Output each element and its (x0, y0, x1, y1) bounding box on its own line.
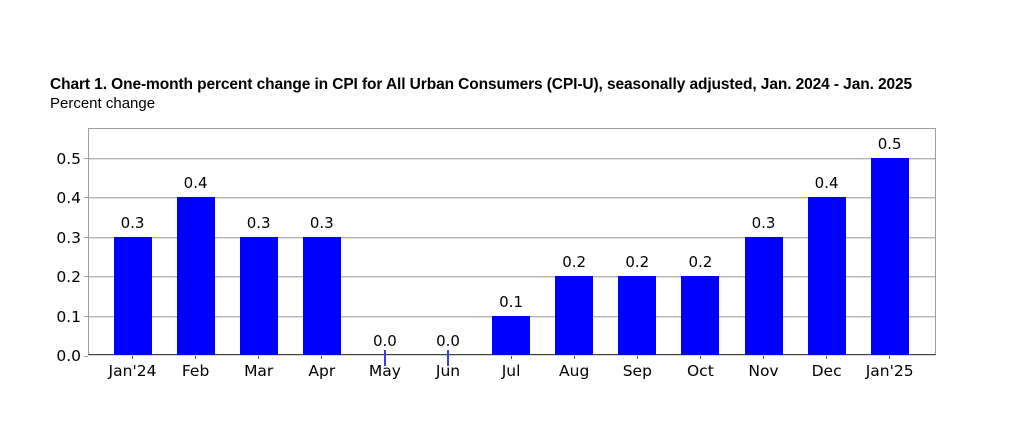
y-tick-label: 0.0 (56, 347, 81, 365)
x-tick (699, 356, 701, 359)
x-tick (510, 356, 512, 359)
x-tick-label: Jan'25 (865, 362, 914, 380)
y-tick-label: 0.3 (56, 228, 81, 247)
bar (618, 276, 657, 355)
x-tick-label: Feb (181, 362, 210, 380)
x-tick-label: Aug (559, 362, 590, 380)
x-tick (195, 356, 197, 359)
bar-value-label: 0.3 (309, 214, 334, 232)
zero-bar-marker (447, 350, 449, 366)
bar (681, 276, 720, 355)
bar (113, 237, 152, 355)
zero-bar-marker (383, 350, 386, 366)
gridline (89, 236, 935, 239)
bar-value-label: 0.1 (499, 293, 524, 311)
x-tick (258, 356, 260, 359)
bar (492, 316, 531, 355)
bar (239, 237, 278, 355)
bar-value-label: 0.2 (562, 253, 587, 271)
x-tick-label: Nov (748, 362, 779, 380)
bar (176, 197, 215, 355)
bar (807, 197, 846, 355)
bar-value-label: 0.3 (246, 214, 271, 232)
bar (870, 158, 909, 355)
x-tick-label: Oct (686, 362, 714, 380)
y-tick-label: 0.4 (56, 189, 81, 208)
x-tick-label: Apr (308, 362, 336, 380)
gridline (89, 197, 935, 200)
x-tick (763, 356, 764, 359)
bar-value-label: 0.0 (372, 332, 397, 350)
bar-value-label: 0.2 (625, 253, 650, 271)
gridline (89, 276, 935, 279)
bar-value-label: 0.2 (688, 253, 713, 271)
x-tick (636, 356, 638, 359)
x-tick (826, 356, 828, 359)
y-tick (84, 197, 88, 199)
x-tick-label: May (368, 362, 401, 380)
x-tick-label: Jan'24 (108, 362, 157, 380)
bar-value-label: 0.5 (877, 135, 902, 153)
plot-area: 0.0 0.1 0.2 0.3 0.4 0.5 0.3 Jan'24 0.4 Feb 0.3 Mar 0… (56, 128, 936, 380)
y-tick (84, 158, 88, 159)
y-tick-label: 0.5 (56, 150, 81, 168)
y-tick (84, 315, 88, 317)
x-tick-label: Jun (435, 362, 461, 380)
bar-value-label: 0.3 (120, 214, 145, 232)
gridline (89, 158, 935, 160)
x-tick (321, 356, 323, 359)
chart-title: Chart 1. One-month percent change in CPI… (50, 76, 913, 93)
bar (555, 276, 594, 355)
y-axis-unit-label: Percent change (50, 95, 156, 112)
bar-value-label: 0.3 (751, 214, 776, 232)
x-tick-label: Jul (501, 362, 521, 380)
y-tick (84, 276, 88, 278)
x-tick (573, 356, 575, 359)
bar-value-label: 0.4 (183, 174, 208, 192)
y-tick (84, 236, 88, 238)
bar (744, 237, 783, 355)
x-tick-label: Dec (811, 362, 842, 380)
x-tick-label: Sep (622, 362, 652, 380)
x-tick (889, 356, 891, 359)
y-tick-label: 0.2 (56, 268, 81, 287)
y-tick-label: 0.1 (56, 307, 81, 326)
x-tick (132, 356, 133, 359)
y-tick (84, 356, 88, 357)
x-tick-label: Mar (244, 362, 274, 380)
bar (302, 237, 341, 355)
bar-value-label: 0.4 (814, 174, 839, 192)
bar-value-label: 0.0 (436, 332, 460, 350)
